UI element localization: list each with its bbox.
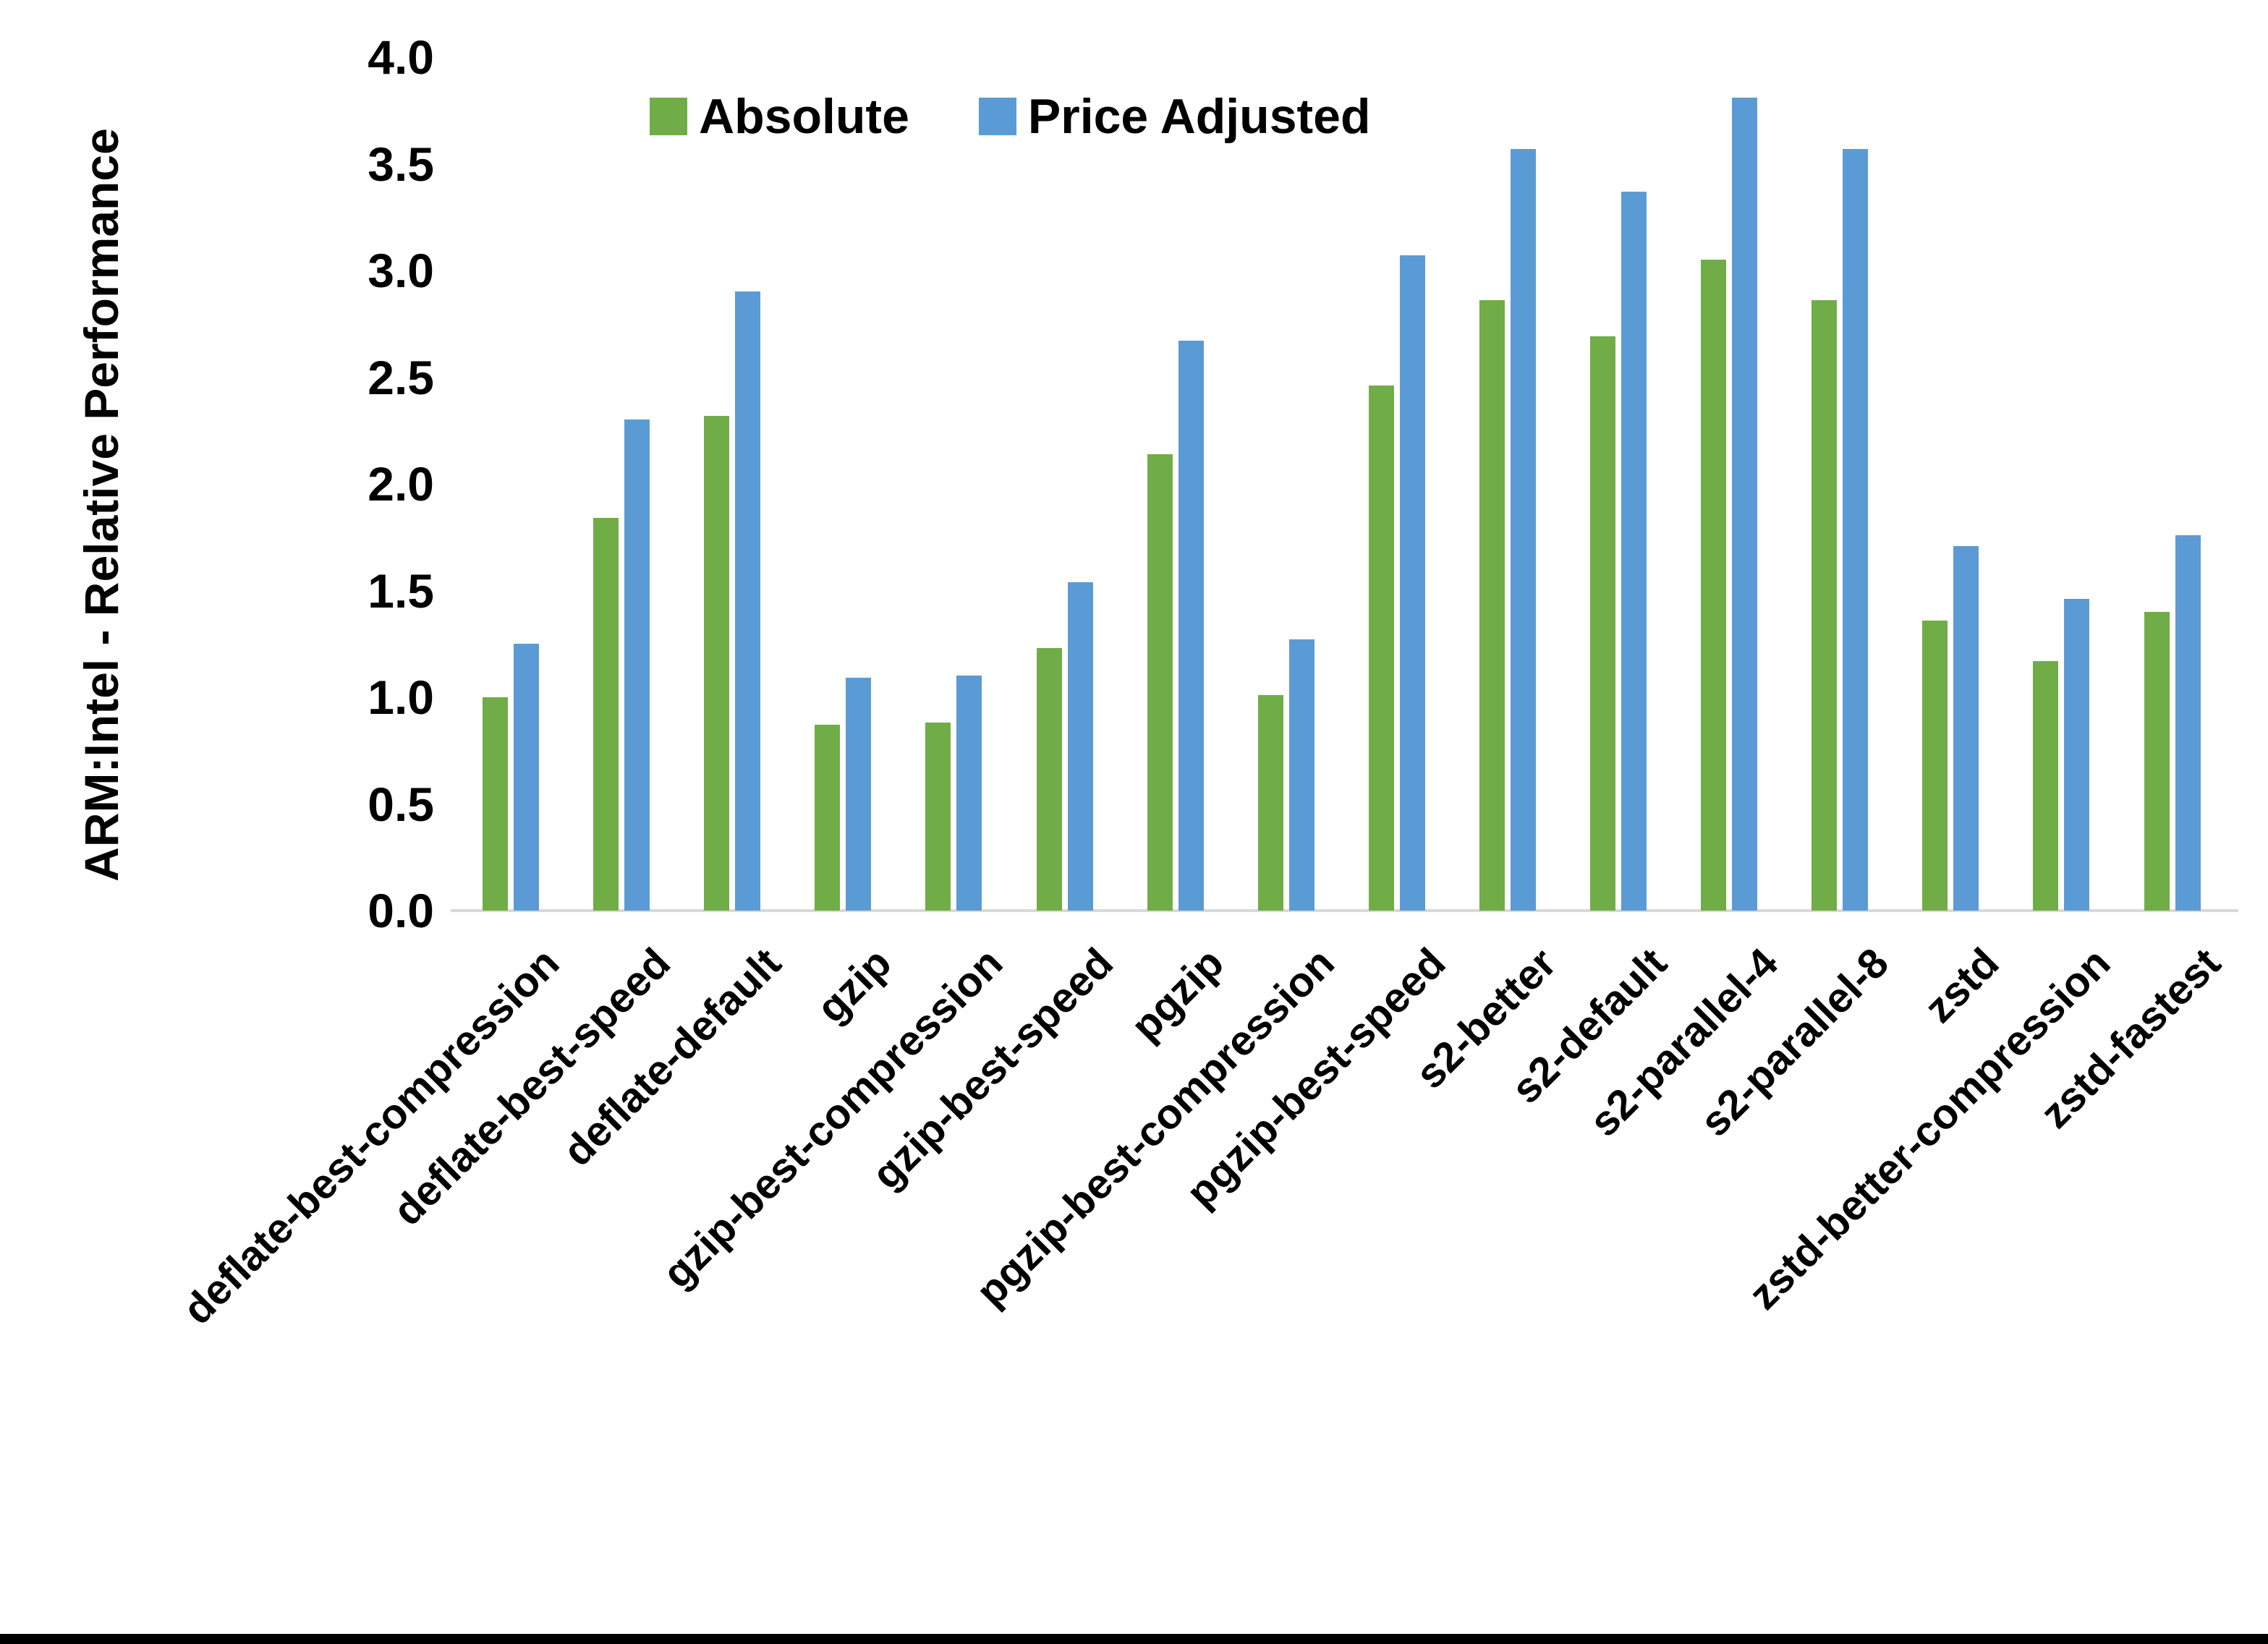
bar-price-adjusted-deflate-best-speed bbox=[624, 419, 650, 911]
y-tick-label-1.0: 1.0 bbox=[368, 670, 434, 724]
bar-price-adjusted-gzip bbox=[846, 678, 872, 911]
bar-absolute-deflate-default bbox=[704, 416, 730, 911]
bar-absolute-deflate-best-speed bbox=[593, 518, 619, 911]
legend-swatch-price-adjusted bbox=[978, 98, 1016, 135]
bar-price-adjusted-deflate-best-compression bbox=[514, 644, 539, 911]
bar-price-adjusted-pgzip bbox=[1178, 341, 1204, 911]
legend-swatch-absolute bbox=[650, 98, 687, 135]
x-axis-line bbox=[451, 909, 2238, 912]
x-category-label-zstd: zstd bbox=[1915, 939, 2008, 1032]
bar-price-adjusted-s2-parallel-8 bbox=[1843, 149, 1869, 911]
bar-absolute-zstd-better-compression bbox=[2033, 661, 2059, 911]
bar-price-adjusted-pgzip-best-compression bbox=[1288, 639, 1314, 911]
bar-price-adjusted-zstd-better-compression bbox=[2064, 599, 2090, 911]
y-axis-title: ARM:Intel - Relative Performance bbox=[75, 128, 128, 882]
bar-absolute-zstd-fastest bbox=[2144, 612, 2170, 911]
bar-price-adjusted-gzip-best-compression bbox=[956, 676, 982, 911]
bar-price-adjusted-zstd bbox=[1953, 546, 1979, 911]
bar-absolute-s2-better bbox=[1479, 300, 1505, 911]
bar-price-adjusted-s2-default bbox=[1621, 192, 1647, 911]
bar-absolute-pgzip-best-compression bbox=[1257, 695, 1283, 911]
y-tick-label-0.5: 0.5 bbox=[368, 777, 434, 831]
bar-absolute-s2-parallel-4 bbox=[1701, 260, 1727, 911]
bar-absolute-s2-default bbox=[1590, 336, 1615, 911]
y-tick-label-2.0: 2.0 bbox=[368, 457, 434, 511]
bar-absolute-pgzip-best-speed bbox=[1368, 386, 1394, 911]
bar-absolute-s2-parallel-8 bbox=[1812, 300, 1838, 911]
plot-area bbox=[451, 57, 2238, 912]
legend-label-absolute: Absolute bbox=[699, 89, 909, 144]
y-tick-label-4.0: 4.0 bbox=[368, 30, 434, 84]
bar-price-adjusted-deflate-default bbox=[735, 291, 761, 911]
y-tick-label-2.5: 2.5 bbox=[368, 350, 434, 404]
bar-absolute-pgzip bbox=[1147, 454, 1173, 911]
bar-absolute-gzip-best-speed bbox=[1036, 648, 1062, 911]
bar-price-adjusted-pgzip-best-speed bbox=[1399, 255, 1425, 911]
bottom-border-bar bbox=[0, 1634, 2268, 1644]
x-category-label-gzip: gzip bbox=[807, 939, 901, 1032]
legend: Absolute Price Adjusted bbox=[650, 88, 1371, 145]
y-tick-label-1.5: 1.5 bbox=[368, 563, 434, 618]
y-tick-label-3.0: 3.0 bbox=[368, 244, 434, 297]
bar-price-adjusted-s2-better bbox=[1510, 149, 1536, 911]
bar-absolute-zstd bbox=[1922, 621, 1948, 911]
bar-absolute-deflate-best-compression bbox=[483, 697, 508, 911]
y-tick-label-3.5: 3.5 bbox=[368, 137, 434, 191]
bar-price-adjusted-s2-parallel-4 bbox=[1732, 98, 1758, 911]
bar-price-adjusted-zstd-fastest bbox=[2175, 535, 2201, 911]
y-tick-label-0.0: 0.0 bbox=[368, 884, 434, 937]
bar-price-adjusted-gzip-best-speed bbox=[1067, 582, 1093, 911]
bar-absolute-gzip bbox=[815, 725, 841, 911]
legend-label-price-adjusted: Price Adjusted bbox=[1027, 89, 1371, 144]
bar-absolute-gzip-best-compression bbox=[925, 723, 951, 911]
